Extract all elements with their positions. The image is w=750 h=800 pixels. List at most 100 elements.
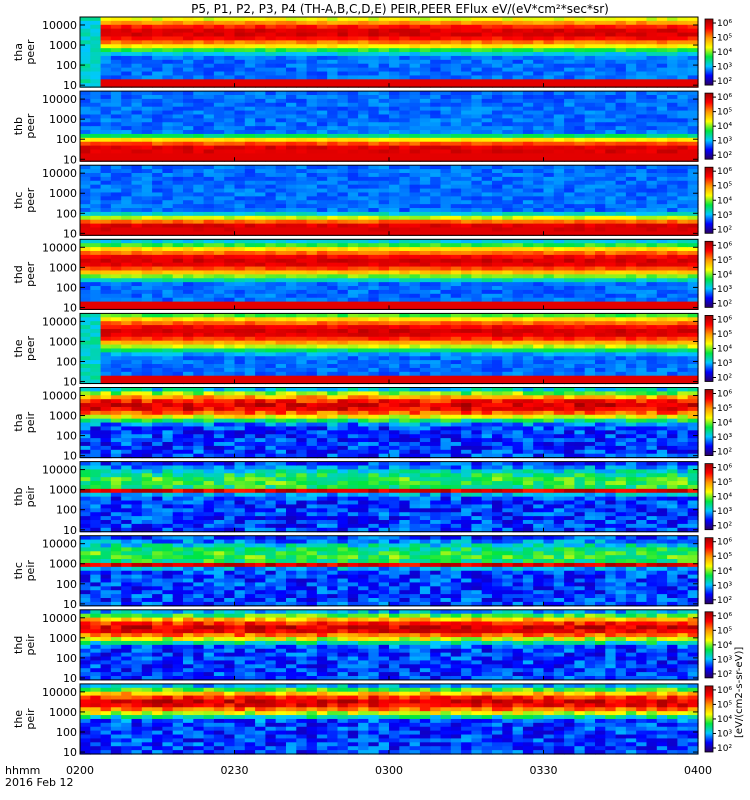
spectrogram-cell bbox=[615, 55, 627, 61]
spectrogram-cell bbox=[100, 247, 112, 252]
spectrogram-cell bbox=[553, 211, 565, 217]
spectrogram-cell bbox=[121, 223, 133, 229]
spectrogram-cell bbox=[399, 141, 411, 147]
spectrogram-cell bbox=[193, 356, 205, 361]
spectrogram-cell bbox=[646, 17, 658, 22]
spectrogram-cell bbox=[296, 348, 308, 353]
spectrogram-cell bbox=[553, 250, 565, 256]
spectrogram-cell bbox=[286, 153, 297, 158]
spectrogram-cell bbox=[358, 301, 369, 307]
spectrogram-cell bbox=[141, 301, 153, 307]
spectrogram-cell bbox=[584, 254, 596, 260]
spectrogram-cell bbox=[203, 32, 215, 38]
spectrogram-cell bbox=[543, 83, 555, 88]
spectrogram-cell bbox=[430, 266, 442, 272]
spectrogram-cell bbox=[131, 165, 143, 170]
spectrogram-cell bbox=[492, 28, 503, 34]
spectrogram-cell bbox=[110, 250, 122, 256]
spectrogram-cell bbox=[636, 20, 648, 26]
spectrogram-cell bbox=[656, 20, 668, 26]
spectrogram-cell bbox=[121, 188, 133, 194]
spectrogram-cell bbox=[667, 274, 678, 279]
spectrogram-cell bbox=[553, 200, 565, 205]
spectrogram-cell bbox=[368, 106, 380, 112]
spectrogram-cell bbox=[399, 17, 411, 22]
spectrogram-cell bbox=[543, 215, 555, 221]
spectrogram-cell bbox=[90, 176, 102, 182]
spectrogram-cell bbox=[358, 24, 369, 30]
spectrogram-cell bbox=[636, 157, 648, 162]
spectrogram-cell bbox=[110, 133, 122, 139]
spectrogram-cell bbox=[481, 293, 493, 299]
spectrogram-cell bbox=[296, 219, 308, 225]
spectrogram-cell bbox=[625, 63, 637, 69]
spectrogram-cell bbox=[595, 289, 606, 295]
spectrogram-cell bbox=[512, 94, 524, 100]
spectrogram-cell bbox=[450, 176, 462, 182]
spectrogram-cell bbox=[533, 223, 545, 229]
spectrogram-cell bbox=[646, 133, 658, 139]
spectrogram-cell bbox=[131, 102, 143, 108]
spectrogram-cell bbox=[533, 118, 545, 123]
spectrogram-cell bbox=[183, 79, 194, 84]
spectrogram-cell bbox=[121, 258, 133, 264]
spectrogram-cell bbox=[543, 133, 555, 139]
spectrogram-cell bbox=[492, 145, 503, 151]
spectrogram-cell bbox=[296, 63, 308, 69]
spectrogram-cell bbox=[152, 250, 163, 256]
spectrogram-cell bbox=[389, 305, 400, 310]
spectrogram-cell bbox=[461, 219, 472, 225]
spectrogram-cell bbox=[440, 293, 452, 299]
spectrogram-cell bbox=[646, 262, 658, 268]
spectrogram-cell bbox=[203, 137, 215, 143]
spectrogram-cell bbox=[100, 211, 112, 217]
spectrogram-cell bbox=[409, 282, 421, 287]
spectrogram-cell bbox=[162, 17, 174, 22]
spectrogram-cell bbox=[296, 24, 308, 30]
spectrogram-cell bbox=[584, 79, 596, 84]
spectrogram-cell bbox=[347, 278, 359, 283]
spectrogram-cell bbox=[110, 328, 122, 334]
spectrogram-cell bbox=[275, 360, 287, 365]
spectrogram-cell bbox=[584, 293, 596, 299]
spectrogram-cell bbox=[306, 157, 318, 162]
spectrogram-cell bbox=[358, 371, 369, 377]
spectrogram-cell bbox=[306, 59, 318, 65]
spectrogram-cell bbox=[141, 208, 153, 213]
spectrogram-cell bbox=[409, 289, 421, 295]
spectrogram-cell bbox=[162, 172, 174, 178]
spectrogram-cell bbox=[183, 219, 194, 225]
spectrogram-cell bbox=[595, 110, 606, 116]
spectrogram-cell bbox=[522, 192, 534, 197]
spectrogram-cell bbox=[667, 94, 678, 100]
spectrogram-cell bbox=[358, 157, 369, 162]
spectrogram-cell bbox=[327, 44, 339, 49]
spectrogram-cell bbox=[90, 114, 102, 119]
spectrogram-cell bbox=[193, 71, 205, 77]
spectrogram-cell bbox=[121, 211, 133, 217]
spectrogram-cell bbox=[471, 63, 483, 69]
spectrogram-cell bbox=[121, 110, 133, 116]
spectrogram-cell bbox=[90, 184, 102, 190]
spectrogram-cell bbox=[90, 192, 102, 197]
spectrogram-cell bbox=[646, 24, 658, 30]
spectrogram-cell bbox=[224, 67, 236, 73]
spectrogram-cell bbox=[347, 266, 359, 272]
spectrogram-cell bbox=[337, 278, 349, 283]
spectrogram-cell bbox=[564, 200, 575, 205]
spectrogram-cell bbox=[389, 379, 400, 385]
spectrogram-cell bbox=[255, 219, 266, 225]
spectrogram-cell bbox=[522, 79, 534, 84]
spectrogram-cell bbox=[667, 169, 678, 174]
spectrogram-cell bbox=[471, 98, 483, 104]
spectrogram-cell bbox=[213, 79, 225, 84]
spectrogram-cell bbox=[172, 172, 184, 178]
spectrogram-cell bbox=[378, 36, 390, 41]
spectrogram-cell bbox=[213, 36, 225, 41]
spectrogram-cell bbox=[656, 157, 668, 162]
spectrogram-cell bbox=[522, 204, 534, 209]
spectrogram-cell bbox=[471, 293, 483, 299]
spectrogram-cell bbox=[584, 211, 596, 217]
spectrogram-cell bbox=[574, 250, 586, 256]
spectrogram-cell bbox=[183, 141, 194, 147]
